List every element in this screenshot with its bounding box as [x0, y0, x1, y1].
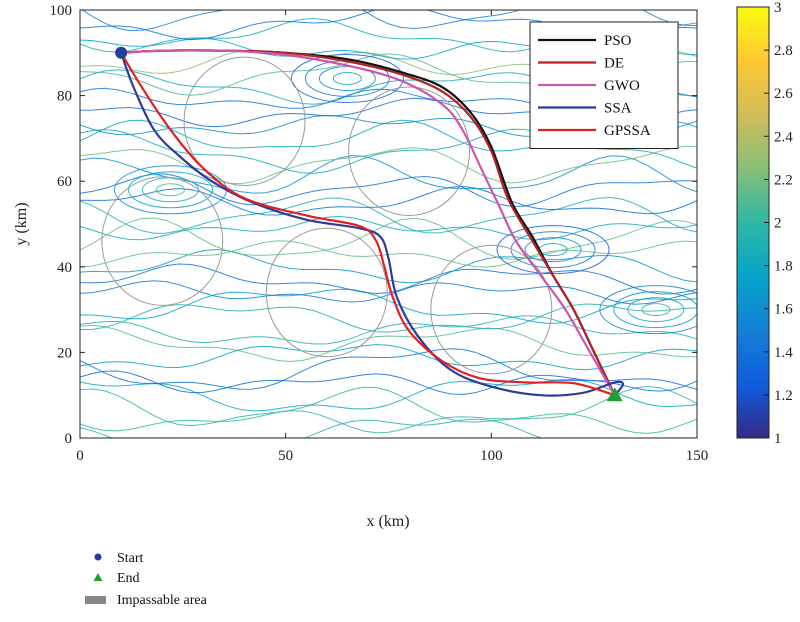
- series-line-gpssa: [120, 52, 616, 397]
- colorbar-tick-label: 2.4: [774, 129, 793, 145]
- legend-label: GWO: [604, 78, 640, 94]
- contour-line: [80, 185, 697, 216]
- contour-ring: [127, 171, 213, 209]
- contour-line: [80, 385, 697, 427]
- contour-ring: [332, 71, 362, 85]
- impassable-area: [183, 56, 306, 186]
- colorbar-scale: [736, 6, 770, 439]
- key-impassable-label: Impassable area: [117, 593, 208, 608]
- contour-ring: [627, 297, 685, 323]
- contour-line: [80, 324, 697, 363]
- impassable-area: [348, 86, 471, 216]
- contour-line: [80, 145, 697, 185]
- y-tick-label: 60: [57, 174, 72, 190]
- y-tick-label: 100: [50, 3, 73, 19]
- contour-line: [80, 196, 697, 234]
- end-marker: [606, 387, 623, 402]
- impassable-area: [430, 244, 553, 375]
- colorbar-tick-label: 2: [774, 216, 782, 232]
- marker-key: Start End Impassable area: [85, 551, 208, 608]
- legend: PSO DE GWO SSA GPSSA: [529, 21, 679, 149]
- colorbar-tick-label: 1.6: [774, 302, 793, 318]
- contour-line: [80, 303, 697, 333]
- y-axis: 0 20 40 60 80 100: [50, 3, 697, 447]
- key-start-label: Start: [117, 551, 144, 566]
- path-series: [120, 49, 625, 397]
- contour-ring: [524, 237, 582, 263]
- x-tick-label: 0: [76, 448, 84, 464]
- colorbar-tick-label: 2.8: [774, 43, 793, 59]
- contour-line: [80, 215, 697, 241]
- legend-label: GPSSA: [604, 123, 651, 139]
- y-tick-label: 20: [57, 345, 72, 361]
- colorbar: 1 1.2 1.4 1.6 1.8 2 2.2 2.4 2.6 2.8 3: [736, 0, 793, 447]
- x-axis-label: x (km): [366, 513, 409, 530]
- colorbar-tick-label: 1.8: [774, 259, 793, 275]
- x-tick-label: 100: [480, 448, 503, 464]
- contour-line: [80, 263, 697, 295]
- impassable-area: [101, 176, 224, 306]
- contour-line: [80, 217, 697, 260]
- contour-line: [80, 315, 697, 345]
- series-line-gwo: [121, 49, 616, 396]
- colorbar-tick-label: 3: [774, 0, 782, 16]
- legend-label: PSO: [604, 33, 632, 49]
- contour-ring: [641, 303, 671, 317]
- contour-ring: [613, 291, 697, 329]
- impassable-areas: [101, 56, 553, 375]
- x-tick-label: 50: [278, 448, 293, 464]
- x-tick-label: 150: [686, 448, 709, 464]
- y-axis-label: y (km): [13, 202, 30, 245]
- x-axis: 0 50 100 150: [76, 10, 708, 464]
- y-tick-label: 80: [57, 89, 72, 105]
- y-tick-label: 0: [65, 431, 73, 447]
- colorbar-tick-label: 2.2: [774, 172, 793, 188]
- terrain-contours: [80, 10, 697, 438]
- contour-ring: [155, 183, 185, 197]
- key-start-marker: [94, 553, 102, 561]
- key-end-marker: [93, 573, 103, 581]
- y-tick-label: 40: [57, 260, 72, 276]
- contour-line: [80, 344, 697, 371]
- contour-line: [81, 10, 697, 32]
- contour-ring: [510, 231, 596, 269]
- path-markers: [115, 46, 623, 402]
- start-marker: [115, 46, 128, 59]
- colorbar-tick-label: 1.4: [774, 345, 793, 361]
- impassable-area: [265, 227, 388, 358]
- colorbar-tick-label: 2.6: [774, 86, 793, 102]
- legend-label: DE: [604, 56, 624, 72]
- contour-line: [80, 418, 543, 438]
- key-impassable-swatch: [85, 596, 106, 604]
- series-line-ssa: [120, 52, 625, 397]
- legend-label: SSA: [604, 101, 632, 117]
- contour-line: [80, 173, 697, 208]
- contour-line: [80, 288, 697, 325]
- key-end-label: End: [117, 571, 140, 586]
- contour-line: [80, 348, 697, 392]
- contour-ring: [290, 53, 404, 103]
- contour-ring: [599, 285, 697, 335]
- plot-frame: [79, 9, 698, 439]
- contour-line: [80, 410, 697, 434]
- colorbar-tick-label: 1.2: [774, 388, 793, 404]
- contour-line: [80, 378, 697, 412]
- contour-line: [80, 280, 697, 305]
- colorbar-tick-label: 1: [774, 431, 782, 447]
